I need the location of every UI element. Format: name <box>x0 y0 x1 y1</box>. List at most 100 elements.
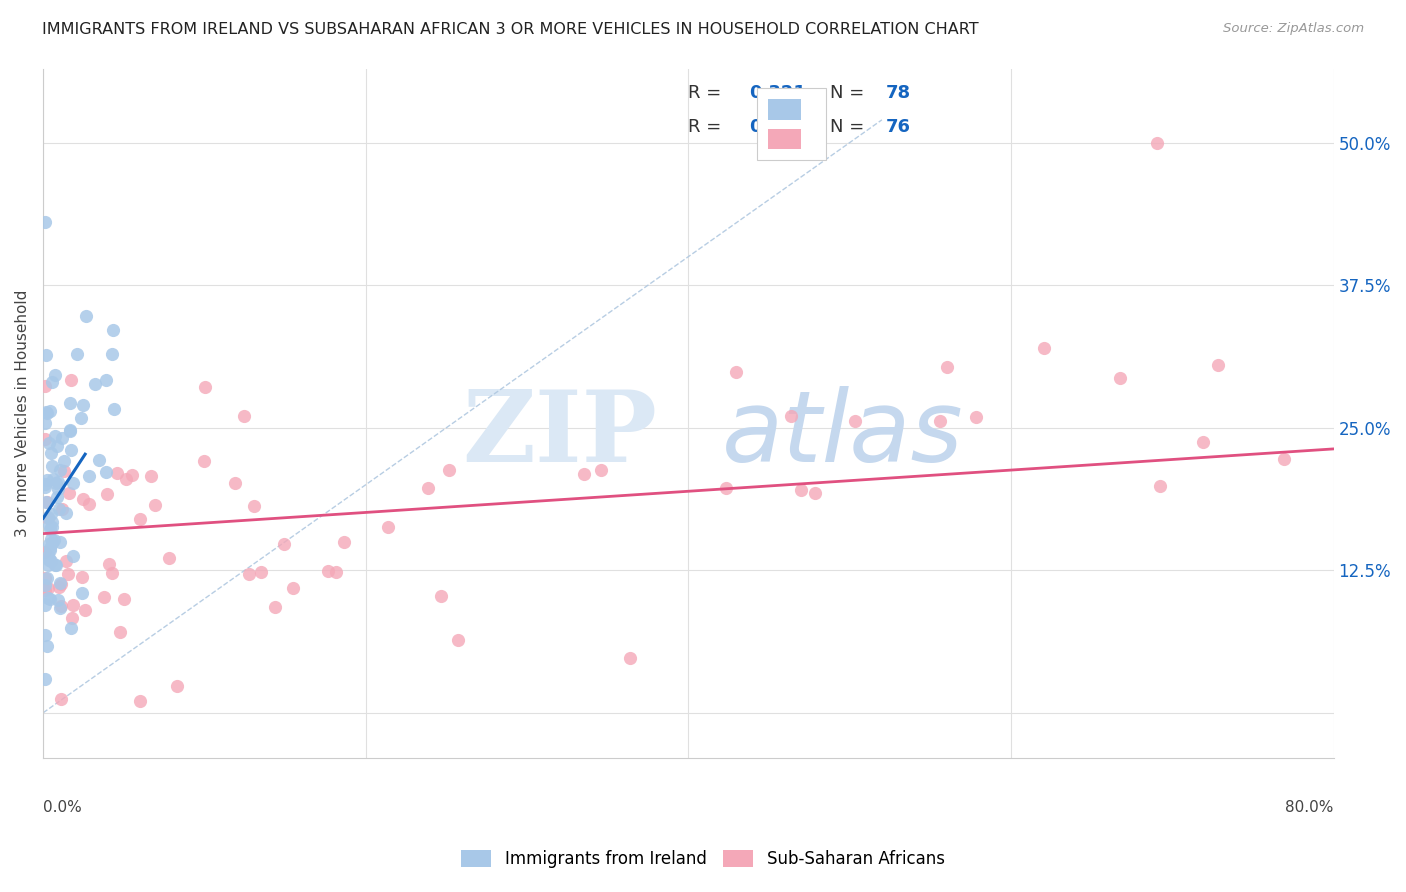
Point <box>60 611 83 625</box>
Point <box>1033 341 1056 355</box>
Point <box>52 454 75 468</box>
Text: 0.0%: 0.0% <box>44 800 82 814</box>
Point <box>70 585 93 599</box>
Point <box>38 553 60 567</box>
Point <box>439 463 461 477</box>
Point <box>780 409 803 424</box>
Point <box>108 625 131 640</box>
Point <box>34 480 56 494</box>
Point <box>38 537 60 551</box>
Point <box>72 491 94 506</box>
Point <box>250 565 273 579</box>
Point <box>37 581 59 595</box>
Point <box>51 691 73 706</box>
Point <box>94 373 117 387</box>
Point <box>35 405 58 419</box>
Text: 78: 78 <box>886 84 911 102</box>
Point <box>243 499 266 513</box>
Point <box>39 522 62 536</box>
Point <box>105 466 128 480</box>
Point <box>37 511 59 525</box>
Point <box>49 576 72 591</box>
Point <box>77 497 100 511</box>
Point <box>35 348 58 362</box>
Point <box>60 621 83 635</box>
Point <box>141 469 163 483</box>
Text: N =: N = <box>831 84 870 102</box>
Point <box>39 404 62 418</box>
Point <box>35 495 58 509</box>
Point <box>34 599 56 613</box>
Point <box>51 431 73 445</box>
Point <box>803 486 825 500</box>
Point <box>34 627 56 641</box>
Point <box>724 365 747 379</box>
Point <box>101 566 124 580</box>
Point <box>37 549 59 563</box>
Point <box>714 481 737 495</box>
Point <box>56 567 79 582</box>
Point <box>38 435 60 450</box>
Point <box>619 651 641 665</box>
Point <box>44 368 66 382</box>
Point <box>59 373 82 387</box>
Point <box>157 551 180 566</box>
Point <box>965 410 987 425</box>
Point <box>48 462 70 476</box>
Point <box>447 632 470 647</box>
Point <box>35 571 58 585</box>
Point <box>34 215 56 229</box>
Point <box>34 379 56 393</box>
Point <box>35 495 58 509</box>
Point <box>37 510 59 524</box>
Point <box>34 578 56 592</box>
Point <box>34 476 56 491</box>
Point <box>194 380 217 394</box>
Point <box>46 593 69 607</box>
Point <box>53 464 76 478</box>
Point <box>34 545 56 559</box>
Point <box>62 549 84 564</box>
Point <box>101 347 124 361</box>
Point <box>589 463 612 477</box>
Point <box>416 481 439 495</box>
Point <box>316 564 339 578</box>
Legend: , : , <box>758 88 825 161</box>
Point <box>935 360 957 375</box>
Text: N =: N = <box>831 118 870 136</box>
Point <box>574 467 596 482</box>
Text: 76: 76 <box>886 118 911 136</box>
Point <box>59 423 82 437</box>
Point <box>35 406 58 420</box>
Point <box>45 558 67 572</box>
Legend: Immigrants from Ireland, Sub-Saharan Africans: Immigrants from Ireland, Sub-Saharan Afr… <box>454 843 952 875</box>
Point <box>281 582 304 596</box>
Point <box>128 511 150 525</box>
Point <box>1146 136 1168 150</box>
Text: IMMIGRANTS FROM IRELAND VS SUBSAHARAN AFRICAN 3 OR MORE VEHICLES IN HOUSEHOLD CO: IMMIGRANTS FROM IRELAND VS SUBSAHARAN AF… <box>42 22 979 37</box>
Point <box>39 554 62 568</box>
Point <box>59 396 82 410</box>
Point <box>789 483 811 498</box>
Point <box>41 375 63 389</box>
Point <box>96 487 118 501</box>
Y-axis label: 3 or more Vehicles in Household: 3 or more Vehicles in Household <box>15 290 30 537</box>
Point <box>49 576 72 591</box>
Point <box>129 694 152 708</box>
Text: R =: R = <box>689 84 727 102</box>
Point <box>34 672 56 686</box>
Point <box>38 517 60 532</box>
Point <box>145 498 167 512</box>
Point <box>41 515 63 529</box>
Point <box>87 453 110 467</box>
Text: atlas: atlas <box>723 385 965 483</box>
Point <box>844 414 866 428</box>
Text: Source: ZipAtlas.com: Source: ZipAtlas.com <box>1223 22 1364 36</box>
Point <box>37 591 59 605</box>
Point <box>38 550 60 565</box>
Point <box>42 533 65 547</box>
Point <box>79 469 101 483</box>
Point <box>929 414 952 428</box>
Point <box>37 640 59 654</box>
Point <box>98 557 121 571</box>
